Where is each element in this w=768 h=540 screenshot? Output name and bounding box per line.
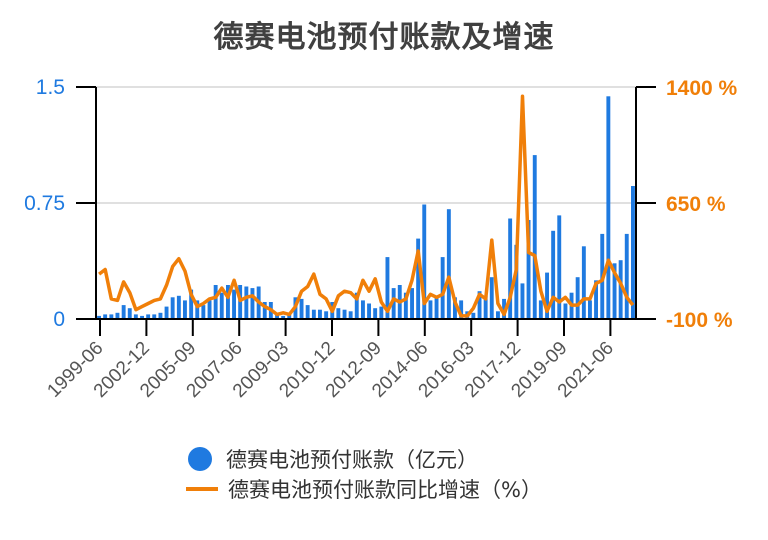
bar[interactable]	[428, 300, 433, 319]
bar[interactable]	[545, 272, 549, 319]
right-tick-label: 1400 %	[666, 77, 738, 100]
bar[interactable]	[520, 283, 525, 319]
legend-item-line[interactable]: 德赛电池预付账款同比增速（%）	[186, 474, 542, 504]
bar[interactable]	[477, 291, 482, 319]
bar[interactable]	[557, 215, 562, 319]
bar[interactable]	[581, 246, 586, 319]
blue-dot-icon	[188, 447, 212, 471]
bar[interactable]	[471, 312, 476, 319]
bar[interactable]	[606, 96, 611, 319]
orange-line-icon	[186, 487, 218, 491]
bar[interactable]	[367, 303, 371, 320]
bar[interactable]	[305, 305, 310, 319]
bar[interactable]	[299, 298, 304, 319]
bar[interactable]	[563, 303, 568, 320]
growth-line[interactable]	[98, 94, 635, 318]
bar[interactable]	[164, 306, 169, 319]
bar[interactable]	[459, 300, 464, 319]
bar[interactable]	[532, 155, 537, 319]
bar[interactable]	[538, 300, 543, 319]
bar[interactable]	[354, 292, 359, 319]
bar[interactable]	[416, 238, 421, 319]
bar[interactable]	[618, 260, 623, 319]
left-tick-label: 1.5	[36, 76, 65, 99]
bar[interactable]	[140, 315, 144, 319]
bar[interactable]	[318, 309, 322, 319]
bar[interactable]	[115, 312, 120, 319]
bar[interactable]	[624, 233, 629, 319]
bar[interactable]	[631, 186, 635, 319]
bar[interactable]	[496, 311, 500, 319]
bar[interactable]	[526, 220, 531, 319]
bar[interactable]	[207, 300, 212, 319]
bar[interactable]	[336, 308, 341, 319]
bar[interactable]	[262, 302, 267, 319]
bar[interactable]	[373, 308, 378, 319]
bar[interactable]	[232, 289, 236, 319]
left-tick-label: 0	[53, 308, 65, 331]
bar[interactable]	[514, 244, 519, 319]
bar[interactable]	[324, 311, 329, 319]
bar[interactable]	[489, 277, 494, 319]
bar[interactable]	[109, 314, 114, 319]
bar[interactable]	[551, 230, 556, 319]
bar[interactable]	[403, 292, 408, 319]
chart-title: 德赛电池预付账款及增速	[213, 20, 555, 55]
bar[interactable]	[170, 297, 175, 319]
bar[interactable]	[342, 309, 347, 319]
bar[interactable]	[133, 314, 138, 319]
bar[interactable]	[201, 305, 206, 319]
bar[interactable]	[146, 314, 151, 319]
bar[interactable]	[158, 312, 163, 319]
bar[interactable]	[226, 285, 230, 319]
bar[interactable]	[361, 300, 365, 319]
legend-item-bar[interactable]: 德赛电池预付账款（亿元）	[186, 444, 542, 474]
bar[interactable]	[446, 209, 451, 319]
legend-label-line: 德赛电池预付账款同比增速（%）	[228, 478, 542, 502]
bar[interactable]	[348, 311, 353, 319]
bar[interactable]	[127, 308, 132, 319]
bar[interactable]	[121, 305, 126, 319]
legend: 德赛电池预付账款（亿元） 德赛电池预付账款同比增速（%）	[186, 444, 542, 504]
bar[interactable]	[612, 263, 617, 319]
bar[interactable]	[594, 280, 598, 319]
bar[interactable]	[502, 298, 506, 319]
right-tick-label: 650 %	[666, 193, 726, 216]
bar[interactable]	[97, 315, 101, 319]
bar[interactable]	[483, 295, 488, 319]
bar[interactable]	[588, 300, 592, 319]
bar[interactable]	[275, 314, 279, 319]
bar[interactable]	[391, 288, 396, 319]
legend-label-bar: 德赛电池预付账款（亿元）	[226, 448, 478, 472]
bar[interactable]	[281, 315, 286, 319]
bar[interactable]	[385, 257, 390, 319]
bar[interactable]	[434, 297, 439, 319]
bar[interactable]	[176, 295, 181, 319]
bar[interactable]	[213, 285, 218, 319]
bar[interactable]	[103, 314, 108, 319]
bar[interactable]	[410, 288, 414, 319]
bar[interactable]	[440, 257, 445, 319]
left-tick-label: 0.75	[24, 192, 65, 215]
right-tick-label: -100 %	[666, 309, 733, 332]
bar[interactable]	[379, 306, 384, 319]
bar[interactable]	[311, 309, 316, 319]
bar[interactable]	[287, 314, 292, 319]
bar[interactable]	[189, 289, 194, 319]
bar[interactable]	[152, 314, 157, 319]
bar[interactable]	[183, 300, 187, 319]
bar[interactable]	[422, 204, 427, 320]
bar[interactable]	[250, 288, 255, 319]
bar[interactable]	[508, 218, 513, 320]
bar[interactable]	[575, 277, 580, 319]
bar[interactable]	[244, 286, 249, 320]
bar[interactable]	[219, 292, 224, 319]
bar[interactable]	[453, 297, 457, 319]
bar[interactable]	[195, 300, 200, 319]
